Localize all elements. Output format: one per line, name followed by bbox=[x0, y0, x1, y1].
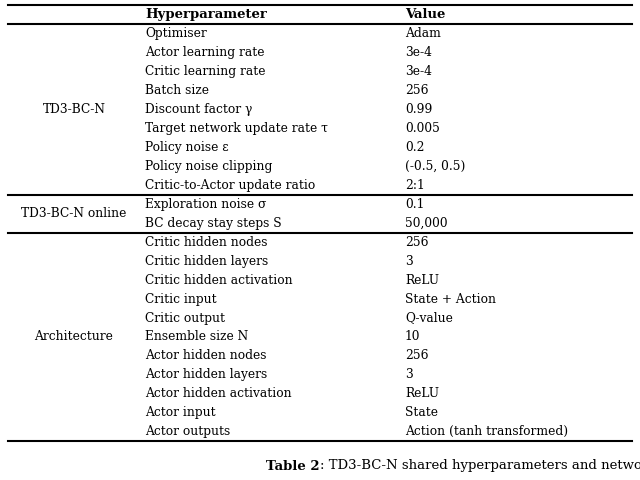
Text: Target network update rate τ: Target network update rate τ bbox=[145, 122, 328, 135]
Text: 10: 10 bbox=[405, 330, 420, 344]
Text: 0.99: 0.99 bbox=[405, 103, 433, 116]
Text: BC decay stay steps S: BC decay stay steps S bbox=[145, 216, 282, 229]
Text: Adam: Adam bbox=[405, 27, 441, 40]
Text: 50,000: 50,000 bbox=[405, 216, 447, 229]
Text: 3e-4: 3e-4 bbox=[405, 65, 432, 78]
Text: Critic hidden activation: Critic hidden activation bbox=[145, 274, 292, 287]
Text: Discount factor γ: Discount factor γ bbox=[145, 103, 252, 116]
Text: State: State bbox=[405, 407, 438, 420]
Text: Critic hidden layers: Critic hidden layers bbox=[145, 254, 268, 267]
Text: Actor hidden nodes: Actor hidden nodes bbox=[145, 349, 266, 362]
Text: 2:1: 2:1 bbox=[405, 179, 425, 192]
Text: (-0.5, 0.5): (-0.5, 0.5) bbox=[405, 160, 465, 173]
Text: Batch size: Batch size bbox=[145, 84, 209, 97]
Text: ReLU: ReLU bbox=[405, 387, 439, 400]
Text: : TD3-BC-N shared hyperparameters and network architecture: : TD3-BC-N shared hyperparameters and ne… bbox=[320, 459, 640, 472]
Text: Critic-to-Actor update ratio: Critic-to-Actor update ratio bbox=[145, 179, 316, 192]
Text: 3: 3 bbox=[405, 369, 413, 382]
Text: Policy noise ε: Policy noise ε bbox=[145, 141, 228, 154]
Text: 3e-4: 3e-4 bbox=[405, 46, 432, 59]
Text: TD3-BC-N online: TD3-BC-N online bbox=[21, 207, 127, 220]
Text: Actor outputs: Actor outputs bbox=[145, 425, 230, 438]
Text: 3: 3 bbox=[405, 254, 413, 267]
Text: Value: Value bbox=[405, 8, 445, 21]
Text: Actor input: Actor input bbox=[145, 407, 216, 420]
Text: State + Action: State + Action bbox=[405, 292, 496, 306]
Text: Table 2: Table 2 bbox=[266, 459, 320, 472]
Text: Hyperparameter: Hyperparameter bbox=[145, 8, 267, 21]
Text: Actor hidden layers: Actor hidden layers bbox=[145, 369, 268, 382]
Text: Architecture: Architecture bbox=[35, 330, 113, 344]
Text: Critic learning rate: Critic learning rate bbox=[145, 65, 266, 78]
Text: Actor learning rate: Actor learning rate bbox=[145, 46, 264, 59]
Text: ReLU: ReLU bbox=[405, 274, 439, 287]
Text: 0.005: 0.005 bbox=[405, 122, 440, 135]
Text: Q-value: Q-value bbox=[405, 312, 453, 324]
Text: Critic input: Critic input bbox=[145, 292, 216, 306]
Text: TD3-BC-N: TD3-BC-N bbox=[42, 103, 106, 116]
Text: 256: 256 bbox=[405, 84, 429, 97]
Text: Critic output: Critic output bbox=[145, 312, 225, 324]
Text: Exploration noise σ: Exploration noise σ bbox=[145, 198, 266, 211]
Text: Critic hidden nodes: Critic hidden nodes bbox=[145, 236, 268, 249]
Text: Actor hidden activation: Actor hidden activation bbox=[145, 387, 292, 400]
Text: Ensemble size N: Ensemble size N bbox=[145, 330, 248, 344]
Text: Optimiser: Optimiser bbox=[145, 27, 207, 40]
Text: Policy noise clipping: Policy noise clipping bbox=[145, 160, 273, 173]
Text: 256: 256 bbox=[405, 349, 429, 362]
Text: 256: 256 bbox=[405, 236, 429, 249]
Text: 0.2: 0.2 bbox=[405, 141, 424, 154]
Text: 0.1: 0.1 bbox=[405, 198, 424, 211]
Text: Action (tanh transformed): Action (tanh transformed) bbox=[405, 425, 568, 438]
